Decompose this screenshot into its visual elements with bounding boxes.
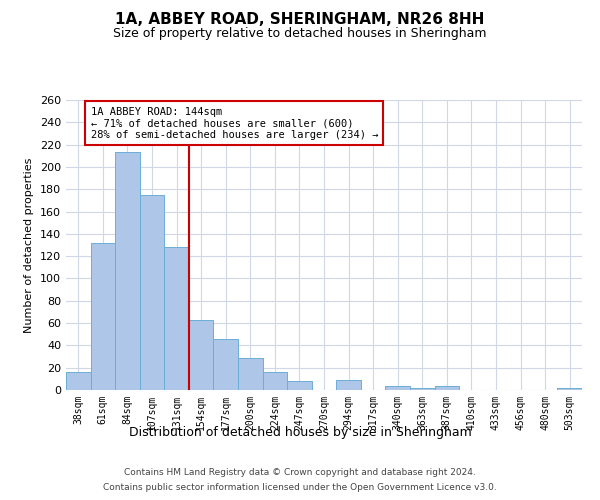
Bar [238, 358, 263, 390]
Bar [434, 386, 459, 390]
Bar [214, 338, 238, 390]
Text: 1A ABBEY ROAD: 144sqm
← 71% of detached houses are smaller (600)
28% of semi-det: 1A ABBEY ROAD: 144sqm ← 71% of detached … [91, 106, 378, 140]
Text: Size of property relative to detached houses in Sheringham: Size of property relative to detached ho… [113, 28, 487, 40]
Text: Contains public sector information licensed under the Open Government Licence v3: Contains public sector information licen… [103, 483, 497, 492]
Bar [66, 372, 91, 390]
Bar [91, 243, 115, 390]
Bar [287, 381, 312, 390]
Bar [557, 388, 582, 390]
Text: Distribution of detached houses by size in Sheringham: Distribution of detached houses by size … [128, 426, 472, 439]
Text: Contains HM Land Registry data © Crown copyright and database right 2024.: Contains HM Land Registry data © Crown c… [124, 468, 476, 477]
Bar [410, 388, 434, 390]
Bar [189, 320, 214, 390]
Bar [164, 247, 189, 390]
Bar [385, 386, 410, 390]
Bar [263, 372, 287, 390]
Bar [140, 195, 164, 390]
Text: 1A, ABBEY ROAD, SHERINGHAM, NR26 8HH: 1A, ABBEY ROAD, SHERINGHAM, NR26 8HH [115, 12, 485, 28]
Bar [115, 152, 140, 390]
Bar [336, 380, 361, 390]
Y-axis label: Number of detached properties: Number of detached properties [25, 158, 34, 332]
